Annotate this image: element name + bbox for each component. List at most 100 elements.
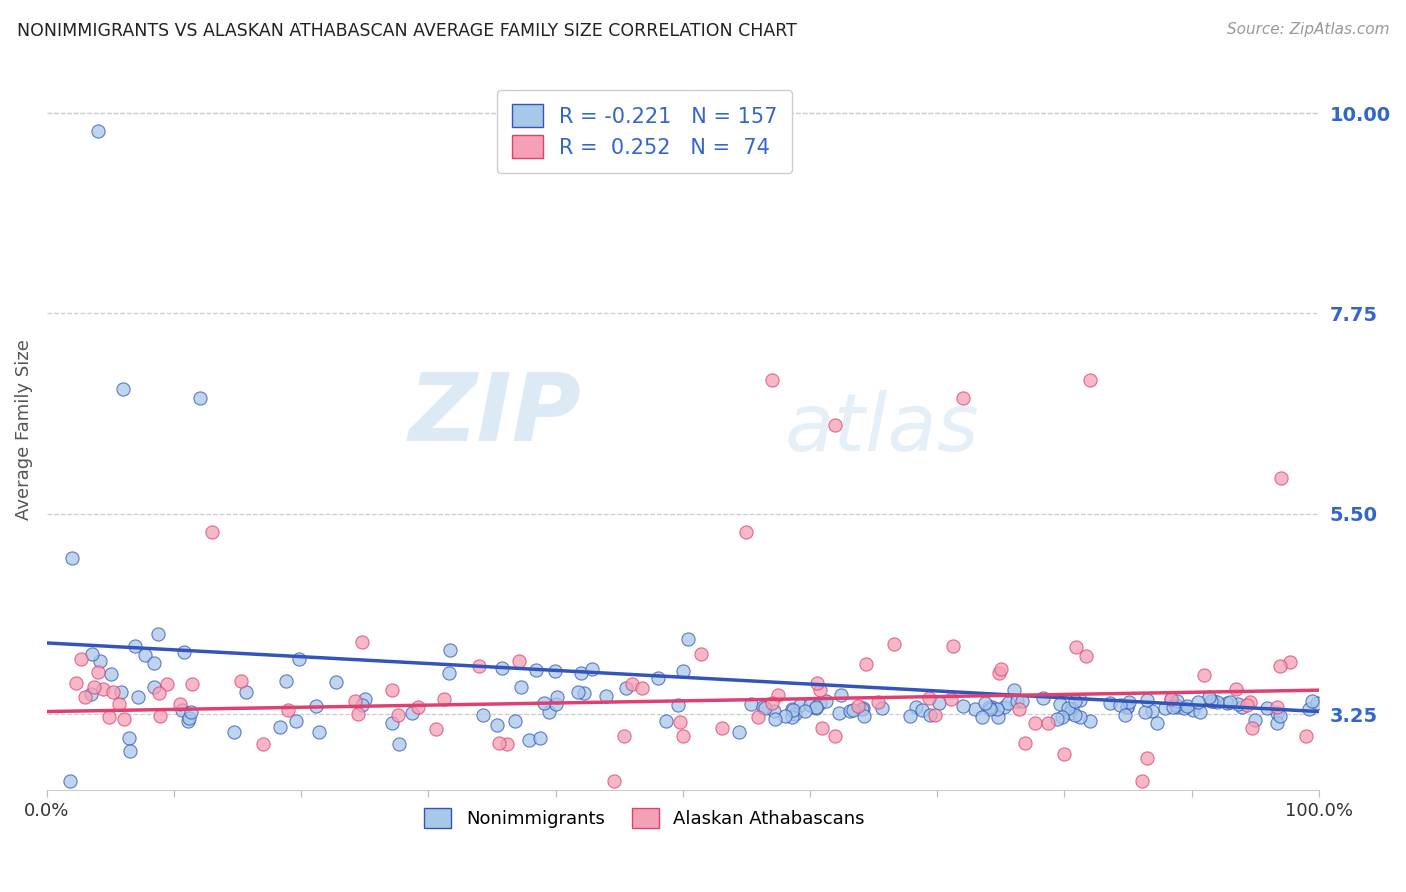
Point [1024, 715, 1046, 730]
Point [437, 666, 460, 681]
Point [1265, 715, 1288, 730]
Point [747, 710, 769, 724]
Point [80, 687, 103, 701]
Point [839, 705, 862, 719]
Point [285, 714, 308, 728]
Point [1053, 747, 1076, 762]
Point [846, 699, 869, 714]
Point [1167, 700, 1189, 714]
Point [235, 685, 257, 699]
Point [83, 680, 105, 694]
Point [1032, 690, 1054, 705]
Text: NONIMMIGRANTS VS ALASKAN ATHABASCAN AVERAGE FAMILY SIZE CORRELATION CHART: NONIMMIGRANTS VS ALASKAN ATHABASCAN AVER… [17, 22, 797, 40]
Point [433, 692, 456, 706]
Point [325, 675, 347, 690]
Point [1256, 700, 1278, 714]
Point [979, 702, 1001, 716]
Point [1239, 695, 1261, 709]
Point [766, 689, 789, 703]
Point [740, 698, 762, 712]
Point [980, 700, 1002, 714]
Point [1005, 694, 1028, 708]
Point [1202, 694, 1225, 708]
Point [472, 708, 495, 723]
Point [1236, 698, 1258, 713]
Point [169, 697, 191, 711]
Point [1146, 716, 1168, 731]
Text: atlas: atlas [785, 390, 980, 468]
Point [1062, 702, 1084, 716]
Point [672, 664, 695, 678]
Point [510, 680, 533, 694]
Point [381, 716, 404, 731]
Point [676, 632, 699, 646]
Point [69, 652, 91, 666]
Point [988, 665, 1011, 680]
Point [920, 707, 942, 722]
Point [1268, 709, 1291, 723]
Point [782, 702, 804, 716]
Point [574, 686, 596, 700]
Point [789, 698, 811, 712]
Point [870, 700, 893, 714]
Point [1109, 698, 1132, 713]
Point [735, 524, 758, 539]
Point [288, 652, 311, 666]
Point [149, 708, 172, 723]
Point [148, 686, 170, 700]
Point [794, 704, 817, 718]
Point [842, 702, 865, 716]
Point [1187, 695, 1209, 709]
Point [350, 698, 373, 712]
Point [905, 700, 928, 714]
Point [752, 699, 775, 714]
Point [308, 725, 330, 739]
Point [993, 699, 1015, 714]
Point [276, 673, 298, 688]
Point [1164, 698, 1187, 712]
Point [277, 703, 299, 717]
Point [1049, 698, 1071, 712]
Point [114, 712, 136, 726]
Point [1130, 774, 1153, 789]
Point [855, 657, 877, 672]
Point [1265, 706, 1288, 720]
Point [911, 703, 934, 717]
Point [631, 681, 654, 696]
Point [655, 714, 678, 728]
Point [1295, 730, 1317, 744]
Point [1278, 656, 1301, 670]
Point [928, 696, 950, 710]
Point [900, 709, 922, 723]
Point [1230, 700, 1253, 714]
Point [997, 696, 1019, 710]
Point [613, 729, 636, 743]
Point [1046, 713, 1069, 727]
Point [1192, 668, 1215, 682]
Point [669, 714, 692, 729]
Point [188, 391, 211, 405]
Point [1078, 714, 1101, 729]
Text: Source: ZipAtlas.com: Source: ZipAtlas.com [1226, 22, 1389, 37]
Point [1136, 751, 1159, 765]
Point [806, 701, 828, 715]
Point [1057, 700, 1080, 714]
Point [110, 685, 132, 699]
Point [381, 683, 404, 698]
Point [143, 681, 166, 695]
Point [177, 714, 200, 728]
Point [1188, 705, 1211, 719]
Point [98, 709, 121, 723]
Point [388, 737, 411, 751]
Point [1063, 694, 1085, 708]
Point [82, 648, 104, 662]
Point [180, 677, 202, 691]
Point [1116, 699, 1139, 714]
Point [824, 417, 846, 432]
Point [979, 699, 1001, 714]
Point [1116, 700, 1139, 714]
Point [1014, 736, 1036, 750]
Point [799, 698, 821, 713]
Point [1305, 696, 1327, 710]
Point [1173, 701, 1195, 715]
